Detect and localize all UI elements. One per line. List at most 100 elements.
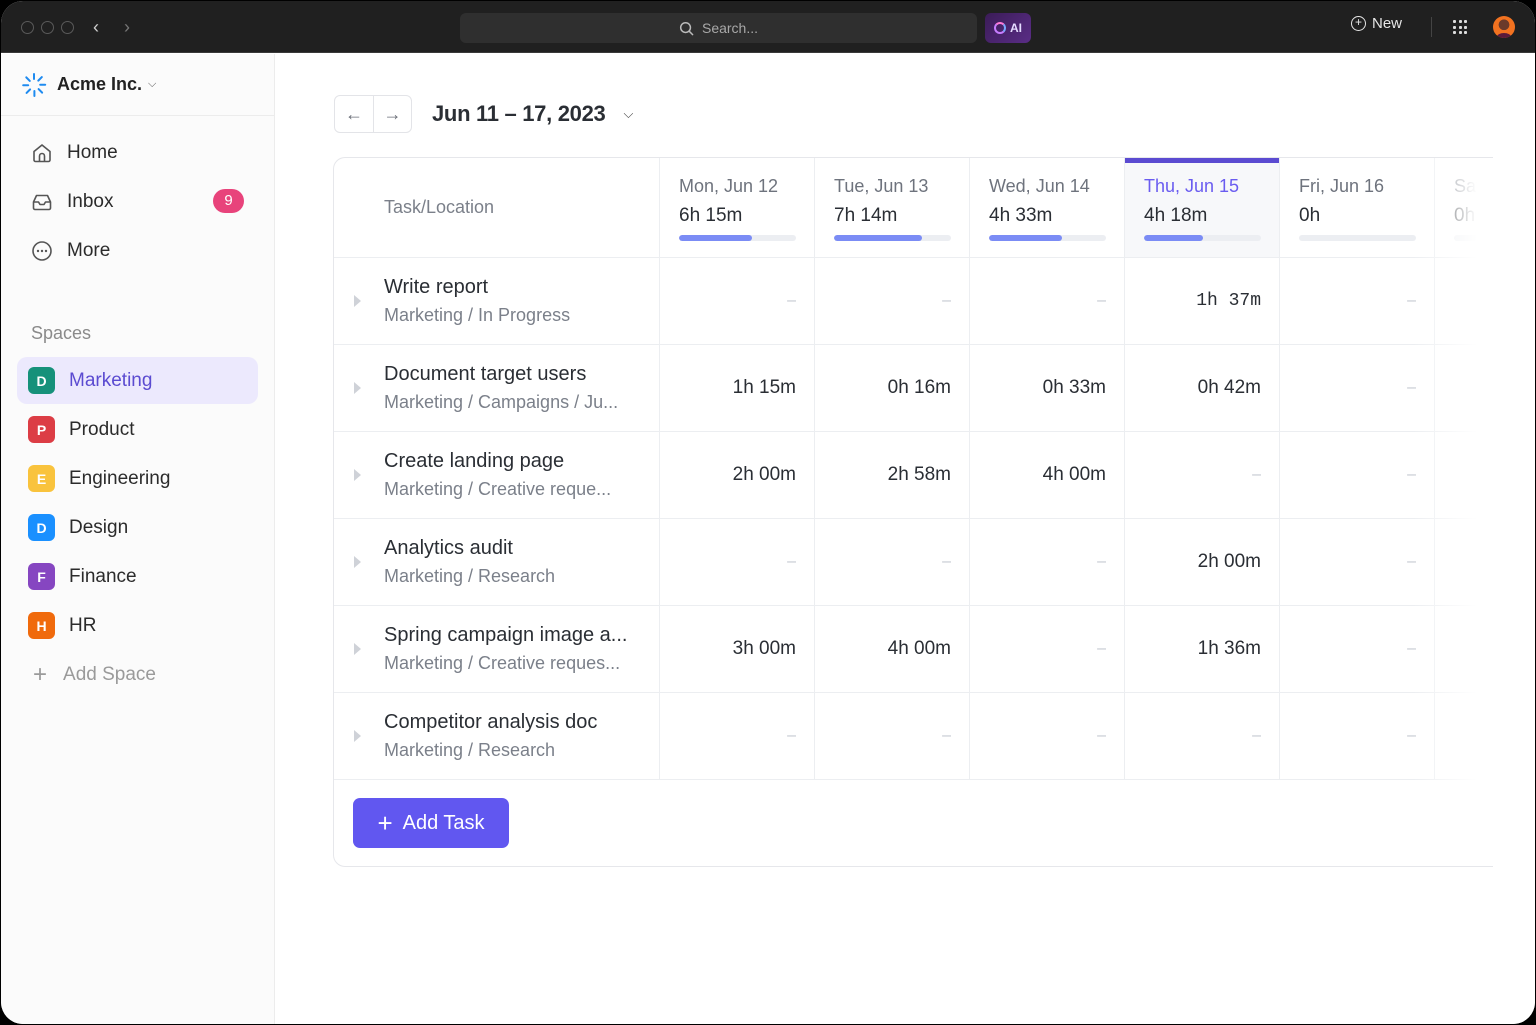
chevron-down-icon[interactable]: ⌵ [623,106,634,121]
table-row[interactable]: Competitor analysis doc Marketing / Rese… [334,692,1493,780]
task-cell[interactable]: Document target users Marketing / Campai… [334,344,660,432]
day-label: Sat, Jun 17 [1454,176,1493,196]
add-task-button[interactable]: + Add Task [353,798,509,848]
time-cell[interactable] [1434,692,1493,780]
sidebar-item-inbox[interactable]: Inbox 9 [1,177,274,226]
time-cell[interactable]: – [659,692,815,780]
sidebar: Acme Inc. ⌵ Home Inbox 9 More [1,54,275,1024]
time-cell[interactable]: 0h 42m [1124,344,1280,432]
task-cell[interactable]: Write report Marketing / In Progress [334,257,660,345]
time-cell[interactable] [1434,257,1493,345]
time-cell[interactable]: – [1279,344,1435,432]
time-cell[interactable]: 1h 36m [1124,605,1280,693]
apps-grid-icon[interactable] [1453,20,1467,34]
ai-button[interactable]: AI [985,13,1031,43]
time-cell[interactable]: 2h 00m [1124,518,1280,606]
time-cell[interactable] [1434,431,1493,519]
close-window-button[interactable] [21,21,34,34]
task-cell[interactable]: Competitor analysis doc Marketing / Rese… [334,692,660,780]
sidebar-item-home[interactable]: Home [1,128,274,177]
search-placeholder: Search... [701,20,759,36]
space-label: Finance [69,565,137,587]
user-avatar[interactable] [1493,16,1515,38]
inbox-icon [31,191,53,213]
space-item-hr[interactable]: H HR [17,602,258,649]
time-cell[interactable]: – [1279,431,1435,519]
space-avatar: D [28,367,55,394]
forward-icon[interactable]: › [124,17,130,37]
expand-caret-icon[interactable] [354,381,361,394]
time-cell[interactable]: 2h 58m [814,431,970,519]
table-row[interactable]: Analytics audit Marketing / Research – –… [334,518,1493,606]
time-cell[interactable]: 0h 16m [814,344,970,432]
expand-caret-icon[interactable] [354,468,361,481]
window-controls [21,21,74,34]
day-header-wed: Wed, Jun 14 4h 33m [969,158,1125,258]
maximize-window-button[interactable] [61,21,74,34]
workspace-switcher[interactable]: Acme Inc. ⌵ [1,54,274,116]
search-input[interactable]: Search... [460,13,977,43]
plus-icon: + [33,660,48,688]
time-cell[interactable]: 3h 00m [659,605,815,693]
add-space-label: Add Space [63,663,156,685]
space-item-marketing[interactable]: D Marketing [17,357,258,404]
minimize-window-button[interactable] [41,21,54,34]
time-cell[interactable]: – [969,257,1125,345]
table-row[interactable]: Spring campaign image a... Marketing / C… [334,605,1493,693]
time-cell[interactable]: 4h 00m [814,605,970,693]
task-cell[interactable]: Spring campaign image a... Marketing / C… [334,605,660,693]
next-week-button[interactable]: → [373,96,411,132]
week-arrows: ← → [334,95,412,133]
arrow-left-icon: ← [345,103,363,124]
expand-caret-icon[interactable] [354,555,361,568]
expand-caret-icon[interactable] [354,294,361,307]
sidebar-item-more[interactable]: More [1,226,274,275]
time-cell[interactable] [1434,344,1493,432]
expand-caret-icon[interactable] [354,729,361,742]
ai-icon [994,22,1006,34]
time-cell[interactable]: 2h 00m [659,431,815,519]
time-cell[interactable]: – [814,257,970,345]
more-icon [31,240,53,262]
time-cell[interactable]: – [814,692,970,780]
add-space-button[interactable]: + Add Space [1,651,274,698]
back-icon[interactable]: ‹ [93,17,99,37]
time-cell[interactable]: – [969,518,1125,606]
time-cell[interactable]: – [659,518,815,606]
time-cell[interactable] [1434,605,1493,693]
table-row[interactable]: Write report Marketing / In Progress – –… [334,257,1493,345]
space-item-finance[interactable]: F Finance [17,553,258,600]
time-cell[interactable]: – [1279,605,1435,693]
time-cell[interactable] [1434,518,1493,606]
time-cell[interactable]: 1h 15m [659,344,815,432]
space-item-engineering[interactable]: E Engineering [17,455,258,502]
expand-caret-icon[interactable] [354,642,361,655]
time-cell[interactable]: – [969,605,1125,693]
time-cell[interactable]: – [1124,692,1280,780]
task-cell[interactable]: Analytics audit Marketing / Research [334,518,660,606]
previous-week-button[interactable]: ← [335,96,373,132]
time-cell[interactable]: – [659,257,815,345]
time-cell[interactable]: – [1279,257,1435,345]
time-cell[interactable]: – [1279,692,1435,780]
time-cell[interactable]: – [969,692,1125,780]
time-cell[interactable]: 1h 37m [1124,257,1280,345]
task-cell[interactable]: Create landing page Marketing / Creative… [334,431,660,519]
task-name: Create landing page [384,449,565,472]
table-row[interactable]: Create landing page Marketing / Creative… [334,431,1493,519]
table-row[interactable]: Document target users Marketing / Campai… [334,344,1493,432]
time-cell[interactable]: 4h 00m [969,431,1125,519]
time-cell[interactable]: – [1124,431,1280,519]
time-cell[interactable]: 0h 33m [969,344,1125,432]
day-label: Mon, Jun 12 [679,176,779,196]
new-button[interactable]: + New [1351,15,1402,32]
time-cell[interactable]: – [814,518,970,606]
task-location: Marketing / In Progress [384,304,571,325]
time-cell[interactable]: – [1279,518,1435,606]
date-range-title[interactable]: Jun 11 – 17, 2023 [432,101,606,126]
day-total: 4h 33m [989,205,1053,226]
space-label: Marketing [69,369,153,391]
space-item-product[interactable]: P Product [17,406,258,453]
space-item-design[interactable]: D Design [17,504,258,551]
